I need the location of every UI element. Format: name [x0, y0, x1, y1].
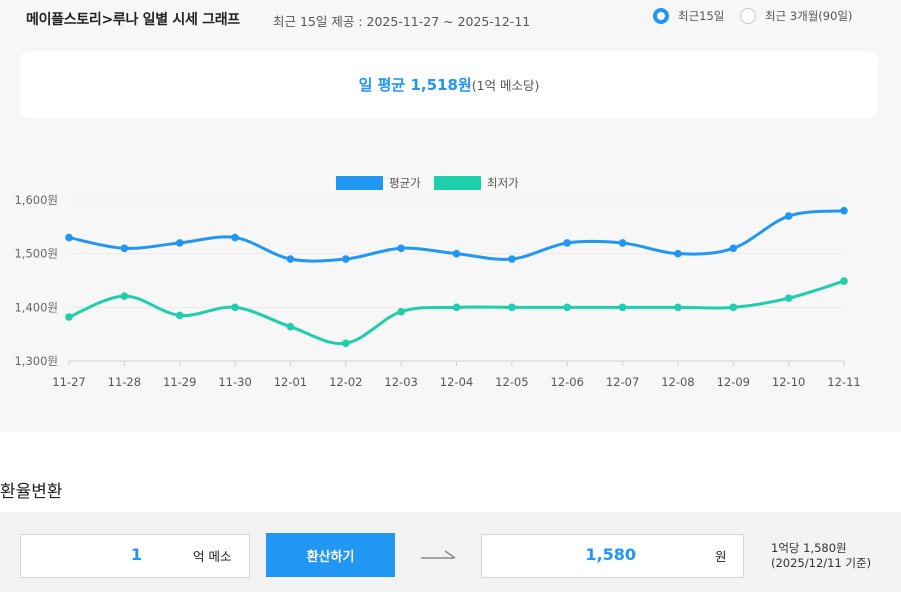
data-point	[175, 311, 184, 320]
data-point	[286, 255, 295, 263]
range-option-label: 최근 3개월(90일)	[765, 9, 853, 23]
convert-button[interactable]: 환산하기	[266, 533, 395, 577]
x-tick-label: 12-10	[772, 375, 805, 389]
legend-label: 최저가	[487, 176, 519, 190]
page-title: 메이플스토리>루나 일별 시세 그래프	[26, 12, 240, 28]
meso-amount-value[interactable]: 1	[130, 545, 142, 564]
exchange-section-title: 환율변환	[0, 482, 63, 502]
legend-swatch	[336, 176, 383, 190]
range-option-label: 최근15일	[678, 9, 725, 23]
data-point	[508, 303, 516, 312]
data-point	[674, 303, 682, 312]
radio-unselected-icon[interactable]	[740, 8, 756, 24]
x-tick-label: 12-06	[551, 375, 584, 389]
x-tick-label: 12-08	[661, 375, 694, 389]
date-range-caption: 최근 15일 제공 : 2025-11-27 ~ 2025-12-11	[273, 14, 531, 29]
exchange-rate-note: 1억당 1,580원 (2025/12/11 기준)	[771, 541, 871, 571]
radio-selected-icon[interactable]	[653, 8, 669, 24]
data-point	[784, 294, 793, 303]
x-tick-label: 12-03	[384, 375, 417, 389]
x-tick-label: 11-30	[218, 375, 251, 389]
data-point	[120, 292, 129, 300]
data-point	[784, 212, 793, 220]
y-tick-label: 1,300원	[14, 354, 58, 368]
data-point	[397, 307, 405, 316]
data-point	[563, 239, 572, 247]
range-option-90days[interactable]: 최근 3개월(90일)	[740, 8, 852, 24]
x-tick-label: 12-04	[440, 375, 473, 389]
data-point	[618, 303, 627, 312]
data-point	[175, 239, 184, 247]
data-point	[341, 255, 350, 263]
y-tick-label: 1,400원	[14, 300, 58, 314]
x-tick-label: 12-02	[329, 375, 362, 389]
legend-label: 평균가	[389, 176, 421, 190]
y-tick-label: 1,500원	[14, 247, 58, 261]
data-point	[65, 313, 73, 321]
data-point	[840, 277, 848, 285]
meso-unit-label: 억 메소	[193, 549, 232, 564]
x-tick-label: 11-29	[163, 375, 196, 389]
data-point	[397, 244, 405, 253]
meso-amount-input[interactable]	[20, 534, 250, 578]
x-tick-label: 12-09	[717, 375, 750, 389]
data-point	[618, 239, 627, 247]
data-point	[840, 206, 848, 215]
legend-swatch	[434, 176, 481, 190]
price-line-chart: 1,300원 1,400원 1,500원 1,600원 11-27 11-28 11-29 1…	[14, 176, 861, 389]
data-point	[341, 339, 350, 348]
data-point	[452, 303, 461, 312]
average-price-value: 일 평균 1,518원	[358, 76, 472, 94]
data-point	[729, 303, 738, 312]
data-point	[286, 322, 295, 331]
average-price-unit: (1억 메소당)	[471, 78, 540, 93]
data-point	[508, 255, 516, 263]
series-line-minimum	[67, 279, 846, 346]
x-tick-label: 12-07	[606, 375, 639, 389]
data-point	[674, 249, 682, 258]
rate-line: 1억당 1,580원	[771, 541, 847, 555]
data-point	[231, 233, 239, 242]
x-tick-label: 12-01	[274, 375, 307, 389]
data-point	[120, 244, 129, 253]
x-tick-label: 12-11	[827, 375, 860, 389]
x-tick-label: 11-27	[52, 375, 85, 389]
arrow-right-icon	[421, 550, 456, 559]
data-point	[65, 233, 73, 242]
data-point	[231, 303, 239, 312]
range-option-15days[interactable]: 최근15일	[653, 8, 724, 24]
rate-date-line: (2025/12/11 기준)	[771, 556, 872, 570]
x-tick-label: 11-28	[108, 375, 141, 389]
won-unit-label: 원	[715, 549, 727, 564]
data-point	[563, 303, 572, 312]
average-price-box: 일 평균 1,518원 (1억 메소당)	[20, 51, 878, 118]
won-result-field	[481, 534, 744, 578]
data-point	[452, 249, 461, 258]
x-tick-label: 12-05	[495, 375, 528, 389]
data-point	[729, 244, 738, 253]
won-result-value: 1,580	[585, 545, 636, 564]
y-tick-label: 1,600원	[14, 193, 58, 207]
